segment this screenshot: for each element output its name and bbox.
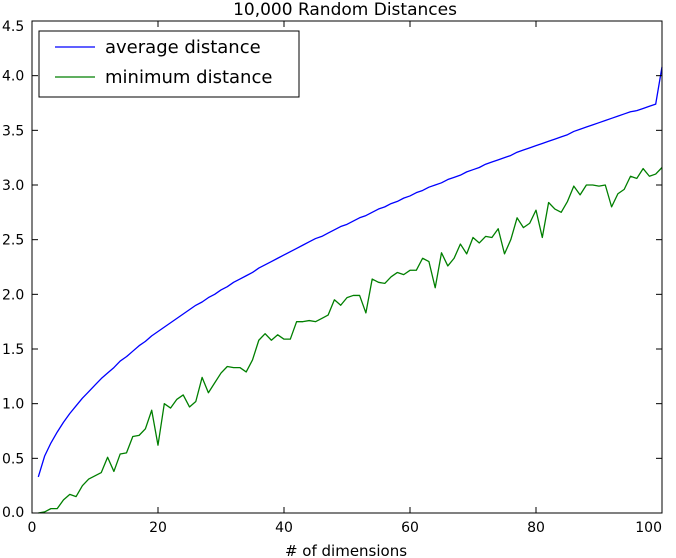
- plot-area: [37, 66, 663, 514]
- y-tick-label: 1.0: [2, 397, 24, 413]
- series-line-average-distance: [37, 66, 663, 478]
- plot-frame: [31, 20, 663, 514]
- series-line-minimum-distance: [38, 167, 663, 514]
- y-tick-label: 3.0: [2, 178, 24, 194]
- axes: 0 20 40 60 80 100 0.0 0.5 1.0 1.5 2.0 2.5 3.0 3.5 4.0 4…: [2, 19, 663, 536]
- x-tick-label: 60: [401, 520, 419, 536]
- y-tick-label: 0.5: [2, 451, 24, 467]
- legend-label-minimum-distance: minimum distance: [105, 67, 272, 88]
- legend: average distance minimum distance: [38, 30, 300, 98]
- chart-title: 10,000 Random Distances: [233, 0, 457, 20]
- y-tick-label: 3.5: [2, 123, 24, 139]
- x-axis-label: # of dimensions: [285, 542, 407, 558]
- x-tick-label: 40: [275, 520, 293, 536]
- y-tick-label: 4.0: [2, 69, 24, 85]
- x-tick-label: 20: [149, 520, 167, 536]
- x-tick-label: 80: [527, 520, 545, 536]
- x-tick-label: 100: [635, 520, 662, 536]
- y-tick-label: 4.5: [2, 19, 24, 35]
- y-tick-label: 2.5: [2, 233, 24, 249]
- legend-box: [38, 30, 300, 98]
- y-tick-label: 2.0: [2, 287, 24, 303]
- legend-label-average-distance: average distance: [105, 37, 261, 58]
- y-tick-label: 0.0: [2, 505, 24, 521]
- y-tick-label: 1.5: [2, 342, 24, 358]
- x-tick-label: 0: [28, 520, 37, 536]
